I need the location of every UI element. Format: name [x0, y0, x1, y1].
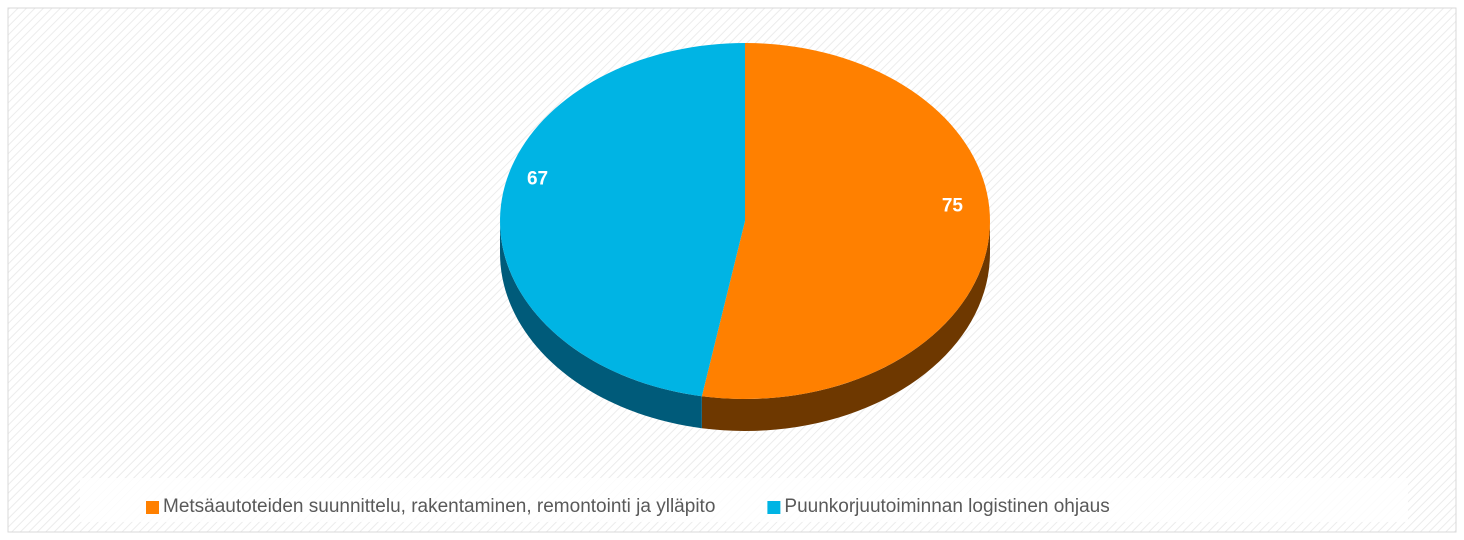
pie-slice-side [500, 221, 702, 429]
legend-label: Puunkorjuutoiminnan logistinen ohjaus [784, 496, 1109, 517]
legend-swatch [767, 501, 781, 514]
data-label: 75 [942, 195, 964, 216]
data-label: 67 [527, 169, 548, 190]
pie-slice [500, 43, 745, 397]
legend-box [80, 478, 1408, 522]
pie-slice-side [701, 221, 990, 431]
legend-swatch [146, 501, 159, 514]
pie-slice [701, 43, 990, 399]
legend-label: Metsäautoteiden suunnittelu, rakentamine… [163, 496, 715, 517]
